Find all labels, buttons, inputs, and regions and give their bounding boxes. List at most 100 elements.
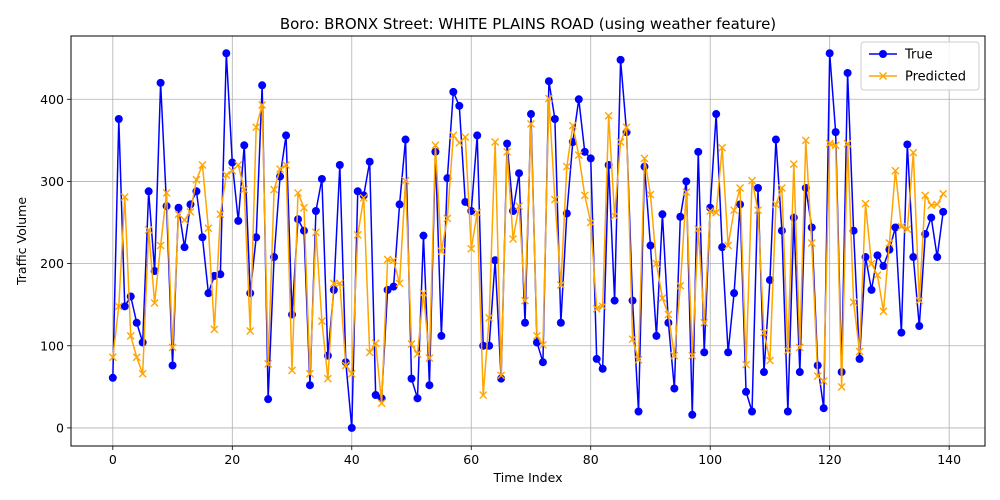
predicted-data-point bbox=[682, 188, 691, 197]
predicted-data-point bbox=[688, 351, 697, 360]
predicted-data-point bbox=[497, 371, 506, 380]
true-data-point bbox=[264, 395, 273, 404]
predicted-data-point bbox=[544, 94, 553, 103]
predicted-data-point bbox=[120, 193, 129, 202]
predicted-data-point bbox=[873, 271, 882, 280]
predicted-data-point bbox=[694, 225, 703, 234]
predicted-data-point bbox=[311, 228, 320, 237]
predicted-data-point bbox=[425, 354, 434, 363]
predicted-data-point bbox=[132, 353, 141, 362]
true-data-point bbox=[156, 78, 165, 87]
true-data-point bbox=[168, 361, 177, 370]
chart-title: Boro: BRONX Street: WHITE PLAINS ROAD (u… bbox=[280, 15, 776, 33]
true-data-point bbox=[831, 128, 840, 137]
true-data-point bbox=[491, 256, 500, 265]
predicted-data-point bbox=[491, 137, 500, 146]
true-data-point bbox=[855, 354, 864, 363]
true-data-point bbox=[759, 368, 768, 377]
true-data-point bbox=[365, 157, 374, 166]
predicted-data-point bbox=[305, 369, 314, 378]
predicted-data-point bbox=[861, 199, 870, 208]
true-data-point bbox=[903, 140, 912, 149]
true-data-point bbox=[335, 160, 344, 169]
predicted-data-point bbox=[795, 343, 804, 352]
predicted-data-point bbox=[586, 218, 595, 227]
y-tick-label: 400 bbox=[40, 92, 64, 107]
predicted-data-point bbox=[580, 191, 589, 200]
true-data-point bbox=[939, 207, 948, 216]
true-data-point bbox=[294, 215, 303, 224]
true-data-point bbox=[873, 251, 882, 260]
true-data-point bbox=[586, 154, 595, 163]
predicted-data-point bbox=[222, 170, 231, 179]
true-data-point bbox=[204, 289, 213, 298]
predicted-data-point bbox=[640, 154, 649, 163]
predicted-data-point bbox=[401, 176, 410, 185]
true-data-point bbox=[246, 289, 255, 298]
predicted-data-point bbox=[718, 143, 727, 152]
predicted-data-point bbox=[186, 207, 195, 216]
predicted-data-point bbox=[724, 241, 733, 250]
predicted-data-point bbox=[909, 148, 918, 157]
predicted-data-point bbox=[270, 185, 279, 194]
true-data-point bbox=[646, 241, 655, 250]
predicted-data-point bbox=[299, 203, 308, 212]
true-data-point bbox=[419, 231, 428, 240]
predicted-data-point bbox=[234, 161, 243, 169]
predicted-data-point bbox=[180, 216, 189, 225]
true-data-point bbox=[771, 135, 780, 144]
predicted-data-point bbox=[413, 349, 422, 358]
true-data-point bbox=[658, 210, 667, 219]
true-data-point bbox=[897, 328, 906, 337]
x-tick-label: 100 bbox=[698, 452, 722, 467]
predicted-data-point bbox=[282, 161, 291, 169]
predicted-data-point bbox=[455, 138, 464, 147]
predicted-data-point bbox=[646, 190, 655, 199]
predicted-series-line bbox=[112, 97, 944, 405]
true-data-point bbox=[550, 114, 559, 123]
predicted-data-point bbox=[921, 191, 930, 200]
predicted-data-point bbox=[503, 147, 512, 156]
predicted-data-point bbox=[335, 279, 344, 288]
true-data-point bbox=[407, 374, 416, 383]
y-tick-label: 300 bbox=[40, 174, 64, 189]
predicted-data-point bbox=[377, 399, 386, 408]
true-data-point bbox=[730, 289, 739, 298]
predicted-data-point bbox=[879, 307, 888, 316]
true-data-point bbox=[371, 391, 380, 400]
predicted-data-point bbox=[407, 340, 416, 349]
predicted-data-point bbox=[252, 123, 261, 132]
predicted-data-point bbox=[849, 298, 858, 307]
predicted-data-point bbox=[736, 184, 745, 192]
predicted-data-point bbox=[371, 339, 380, 348]
predicted-data-point bbox=[515, 202, 524, 211]
predicted-data-point bbox=[353, 230, 362, 239]
true-data-point bbox=[688, 410, 697, 419]
predicted-data-point bbox=[837, 382, 846, 391]
true-data-point bbox=[180, 243, 189, 252]
predicted-data-point bbox=[341, 361, 350, 370]
true-data-point bbox=[144, 187, 153, 196]
true-data-point bbox=[765, 276, 774, 285]
predicted-data-point bbox=[365, 348, 374, 357]
true-data-point bbox=[795, 368, 804, 377]
legend-label-true: True bbox=[904, 48, 933, 63]
predicted-data-point bbox=[634, 355, 643, 364]
x-axis-label: Time Index bbox=[493, 470, 563, 485]
predicted-data-point bbox=[676, 281, 685, 290]
true-data-point bbox=[616, 55, 625, 64]
true-data-point bbox=[174, 203, 183, 212]
legend: True Predicted bbox=[860, 41, 980, 91]
true-data-point bbox=[311, 207, 320, 216]
true-data-point bbox=[879, 262, 888, 271]
predicted-data-point bbox=[467, 244, 476, 253]
true-data-point bbox=[413, 394, 422, 403]
grid-lines bbox=[71, 36, 985, 446]
true-data-point bbox=[503, 139, 512, 148]
true-data-point bbox=[132, 318, 141, 327]
predicted-data-point bbox=[126, 331, 135, 340]
predicted-data-point bbox=[730, 206, 739, 215]
true-data-point bbox=[580, 147, 589, 156]
predicted-data-point bbox=[246, 326, 255, 335]
